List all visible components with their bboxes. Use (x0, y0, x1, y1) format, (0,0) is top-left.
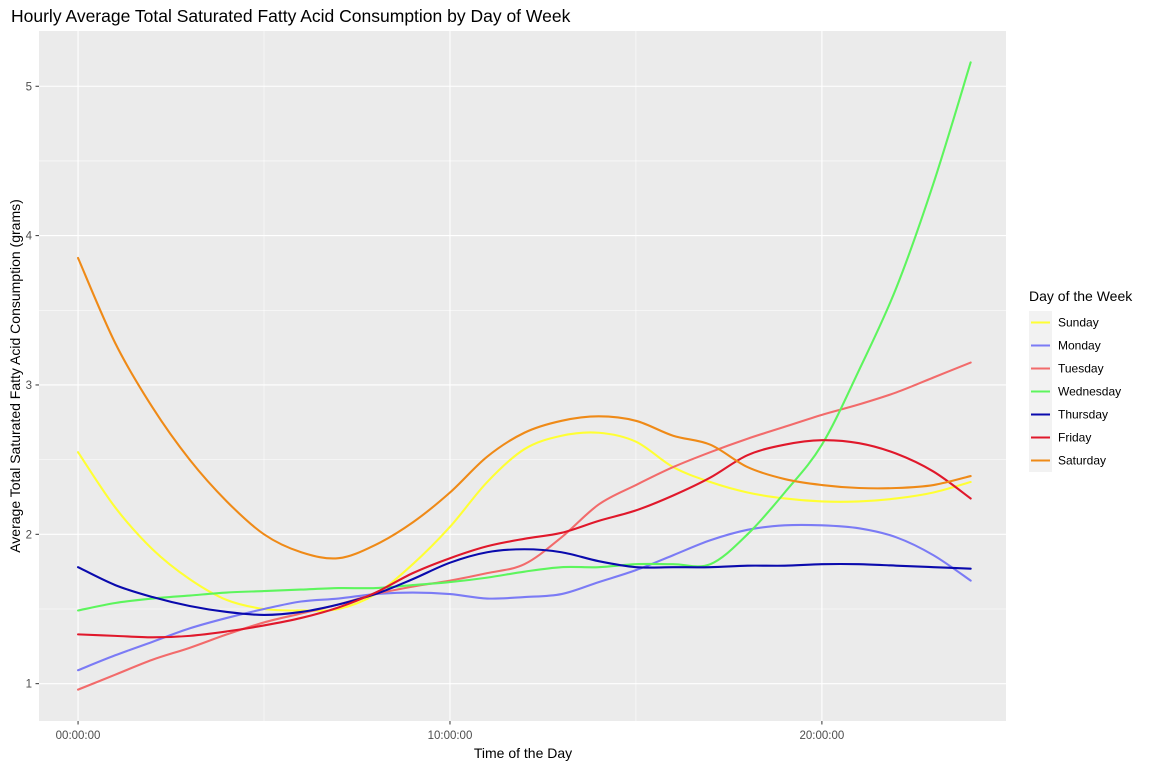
series-line-friday (77, 439, 972, 639)
legend: Day of the Week Sunday Monday Tuesday Wedne… (1029, 288, 1133, 472)
series-line-monday (77, 523, 972, 672)
legend-label-sunday: Sunday (1058, 316, 1099, 330)
x-tick-label: 00:00:00 (56, 730, 101, 742)
legend-label-wednesday: Wednesday (1058, 385, 1121, 399)
x-tick-label: 20:00:00 (800, 730, 845, 742)
y-tick-label: 2 (26, 529, 32, 541)
x-tick-label: 10:00:00 (428, 730, 473, 742)
series-line-sunday (77, 431, 972, 612)
series-line-wednesday (77, 61, 972, 612)
legend-label-tuesday: Tuesday (1058, 362, 1104, 376)
chart-title: Hourly Average Total Saturated Fatty Aci… (11, 6, 571, 26)
series-line-tuesday (77, 361, 972, 691)
legend-label-monday: Monday (1058, 339, 1101, 353)
legend-label-thursday: Thursday (1058, 408, 1108, 422)
legend-title: Day of the Week (1029, 288, 1133, 304)
series-line-thursday (77, 548, 972, 617)
legend-items: Sunday Monday Tuesday Wednesday Thursday Frid… (1029, 311, 1121, 472)
minor-gridlines (39, 31, 1006, 721)
y-tick-label: 4 (26, 231, 33, 243)
y-tick-label: 3 (26, 380, 32, 392)
legend-label-friday: Friday (1058, 431, 1091, 445)
legend-label-saturday: Saturday (1058, 454, 1106, 468)
x-axis: 00:00:00 10:00:00 20:00:00 (56, 721, 845, 742)
y-axis: 1 2 3 4 5 (26, 81, 39, 691)
y-tick-label: 1 (26, 679, 32, 691)
x-axis-title: Time of the Day (474, 745, 572, 761)
series-line-saturday (77, 256, 972, 560)
series-lines (77, 61, 972, 691)
y-axis-title: Average Total Saturated Fatty Acid Consu… (7, 199, 23, 553)
major-gridlines (39, 31, 1006, 721)
plot-panel (39, 31, 1006, 721)
y-tick-label: 5 (26, 81, 32, 93)
